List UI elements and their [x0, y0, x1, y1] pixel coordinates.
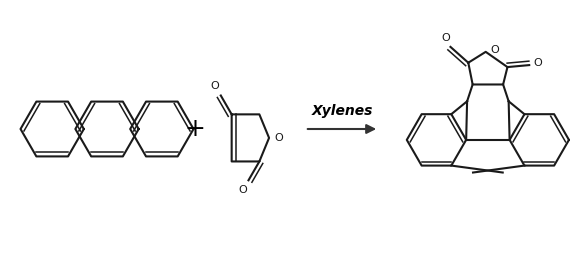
Text: Xylenes: Xylenes — [311, 104, 373, 118]
Text: O: O — [490, 45, 499, 55]
Text: O: O — [441, 33, 450, 43]
Text: O: O — [238, 185, 247, 195]
Text: +: + — [185, 117, 206, 141]
Text: O: O — [210, 80, 219, 91]
Text: O: O — [534, 58, 543, 68]
Text: O: O — [275, 133, 283, 143]
